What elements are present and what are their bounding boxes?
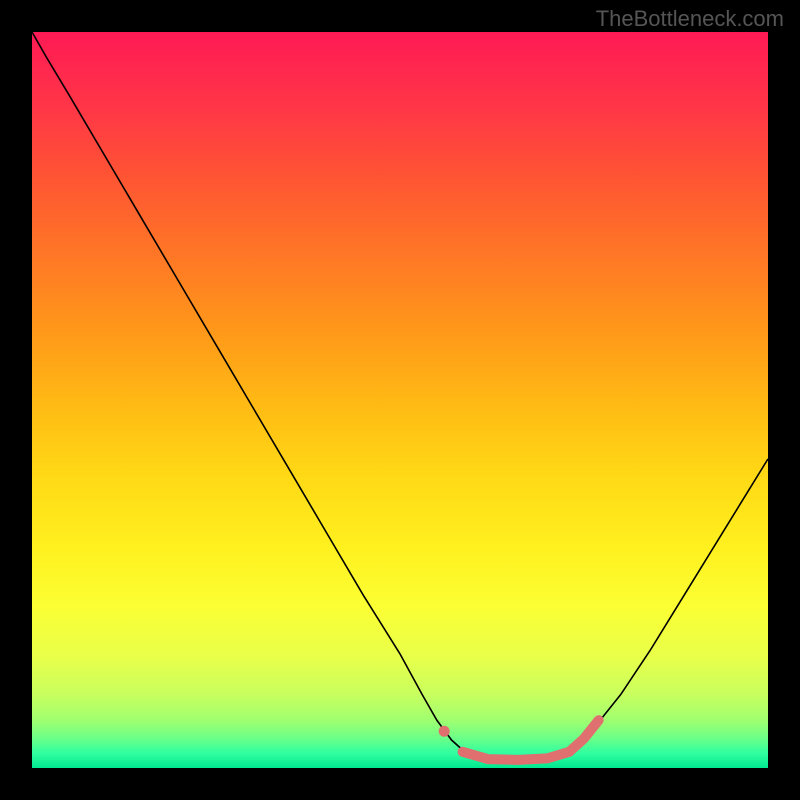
highlight-dot: [439, 726, 450, 737]
bottleneck-chart: [32, 32, 768, 768]
chart-svg: [32, 32, 768, 768]
watermark-text: TheBottleneck.com: [596, 6, 784, 32]
gradient-background: [32, 32, 768, 768]
